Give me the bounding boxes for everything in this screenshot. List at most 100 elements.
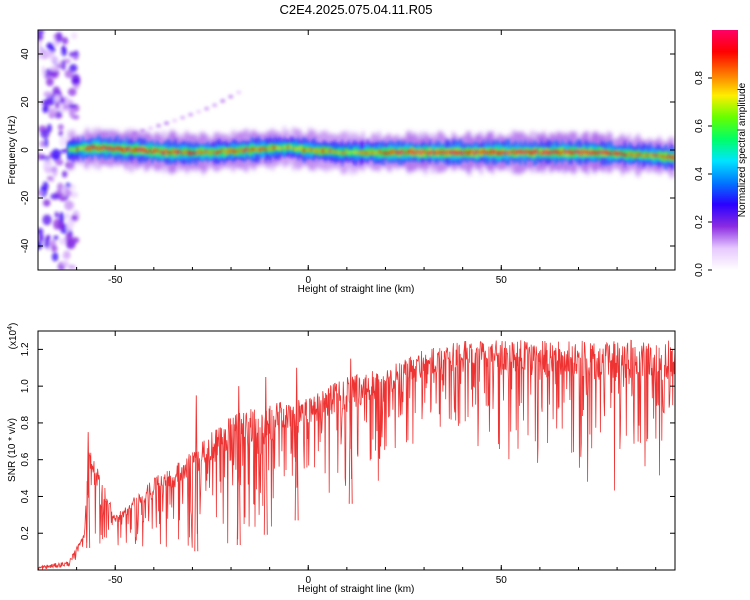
snr-x-tick-label: 0 (305, 575, 311, 586)
snr-frame (37, 330, 676, 571)
svg-text:(x104): (x104) (7, 323, 19, 350)
ridge-cell (549, 150, 552, 155)
snr-spike (86, 432, 91, 548)
snr-y-scale: (x104) (7, 323, 19, 350)
colorbar-tick-label: 0.8 (694, 71, 705, 85)
snr-spike (348, 358, 353, 504)
snr-spike (263, 376, 268, 535)
figure-title: C2E4.2025.075.04.11.R05 (280, 2, 433, 17)
colorbar-tick-label: 0.6 (694, 119, 705, 133)
ridge-cell (362, 150, 364, 155)
ridge-cell (144, 148, 147, 153)
ridge-cell (165, 148, 167, 158)
ridge-cell (383, 151, 385, 155)
ridge-cell (654, 153, 656, 157)
ridge-cell (364, 150, 367, 156)
noise-cell (38, 232, 44, 243)
ridge-cell (220, 148, 223, 153)
ridge-cell (554, 149, 557, 154)
noise-cell (61, 37, 69, 45)
ridge-cell (276, 145, 279, 150)
ridge-cell (593, 150, 596, 154)
snr-spike (294, 367, 299, 521)
ridge-cell (355, 150, 357, 155)
ridge-cell (422, 149, 425, 154)
ridge-cell (308, 147, 311, 152)
noise-cell (66, 218, 72, 231)
noise-cell (58, 211, 65, 224)
ridge-cell (216, 151, 218, 154)
ridge-cell (603, 150, 605, 154)
ridge-cell (526, 150, 529, 153)
ridge-cell (545, 150, 547, 154)
ridge-cell (95, 147, 98, 150)
ridge-cell (445, 151, 448, 155)
spectrogram-ridge (68, 126, 675, 179)
ridge-cell (475, 148, 478, 158)
noise-cell (60, 148, 68, 154)
ridge-cell (214, 151, 216, 155)
noise-cell (42, 181, 49, 192)
ridge-cell (244, 148, 246, 152)
ridge-cell (181, 151, 184, 155)
noise-cell (62, 260, 69, 267)
ridge-cell (373, 151, 376, 155)
snr-x-tick-label: 50 (496, 575, 508, 586)
ridge-cell (318, 149, 320, 153)
ridge-cell (288, 145, 290, 149)
ridge-cell (630, 152, 633, 157)
ridge-cell (241, 149, 244, 153)
ridge-cell (654, 153, 656, 161)
noise-cell (39, 153, 46, 161)
ridge-cell (524, 150, 527, 155)
spectrogram-noise (38, 30, 81, 270)
ridge-cell (510, 150, 513, 154)
snr-axes: -50 0 50 0.2 0.4 0.6 0.8 1.0 1.2 (20, 331, 675, 586)
spectrogram-x-tick-label: -50 (108, 275, 123, 286)
ridge-cell (107, 146, 110, 151)
ridge-cell (193, 151, 195, 155)
ridge-cell (538, 151, 540, 155)
ridge-cell (512, 150, 515, 154)
ridge-cell (366, 151, 369, 155)
noise-cell (43, 137, 49, 148)
harmonic-cell (228, 94, 234, 99)
ridge-cell (160, 150, 163, 154)
harmonic-cell (196, 109, 202, 114)
ridge-cell (392, 150, 394, 154)
ridge-cell (334, 150, 337, 154)
noise-cell (43, 91, 53, 98)
ridge-cell (79, 146, 82, 151)
ridge-cell (369, 151, 371, 155)
ridge-cell (670, 155, 672, 160)
ridge-cell (672, 155, 675, 160)
ridge-cell (172, 149, 174, 154)
ridge-cell (322, 149, 325, 154)
ridge-cell (207, 150, 209, 154)
ridge-cell (501, 150, 503, 155)
ridge-cell (281, 146, 283, 151)
noise-cell (65, 212, 70, 219)
ridge-cell (332, 149, 334, 155)
ridge-cell (378, 149, 381, 154)
ridge-cell (417, 150, 420, 154)
ridge-cell (223, 149, 225, 153)
ridge-cell (146, 150, 149, 154)
noise-cell (69, 63, 78, 73)
ridge-cell (628, 151, 631, 156)
ridge-cell (304, 148, 306, 153)
ridge-cell (533, 149, 536, 154)
ridge-cell (441, 150, 443, 155)
ridge-cell (668, 154, 670, 158)
ridge-cell (563, 149, 566, 154)
noise-cell (54, 94, 61, 103)
ridge-cell (295, 147, 297, 152)
ridge-cell (573, 150, 575, 155)
ridge-cell (320, 149, 323, 153)
ridge-cell (584, 150, 587, 155)
ridge-cell (487, 151, 489, 155)
ridge-cell (468, 150, 471, 155)
noise-cell (40, 129, 50, 139)
ridge-cell (466, 151, 469, 156)
colorbar-tick-label: 0.2 (694, 215, 705, 229)
